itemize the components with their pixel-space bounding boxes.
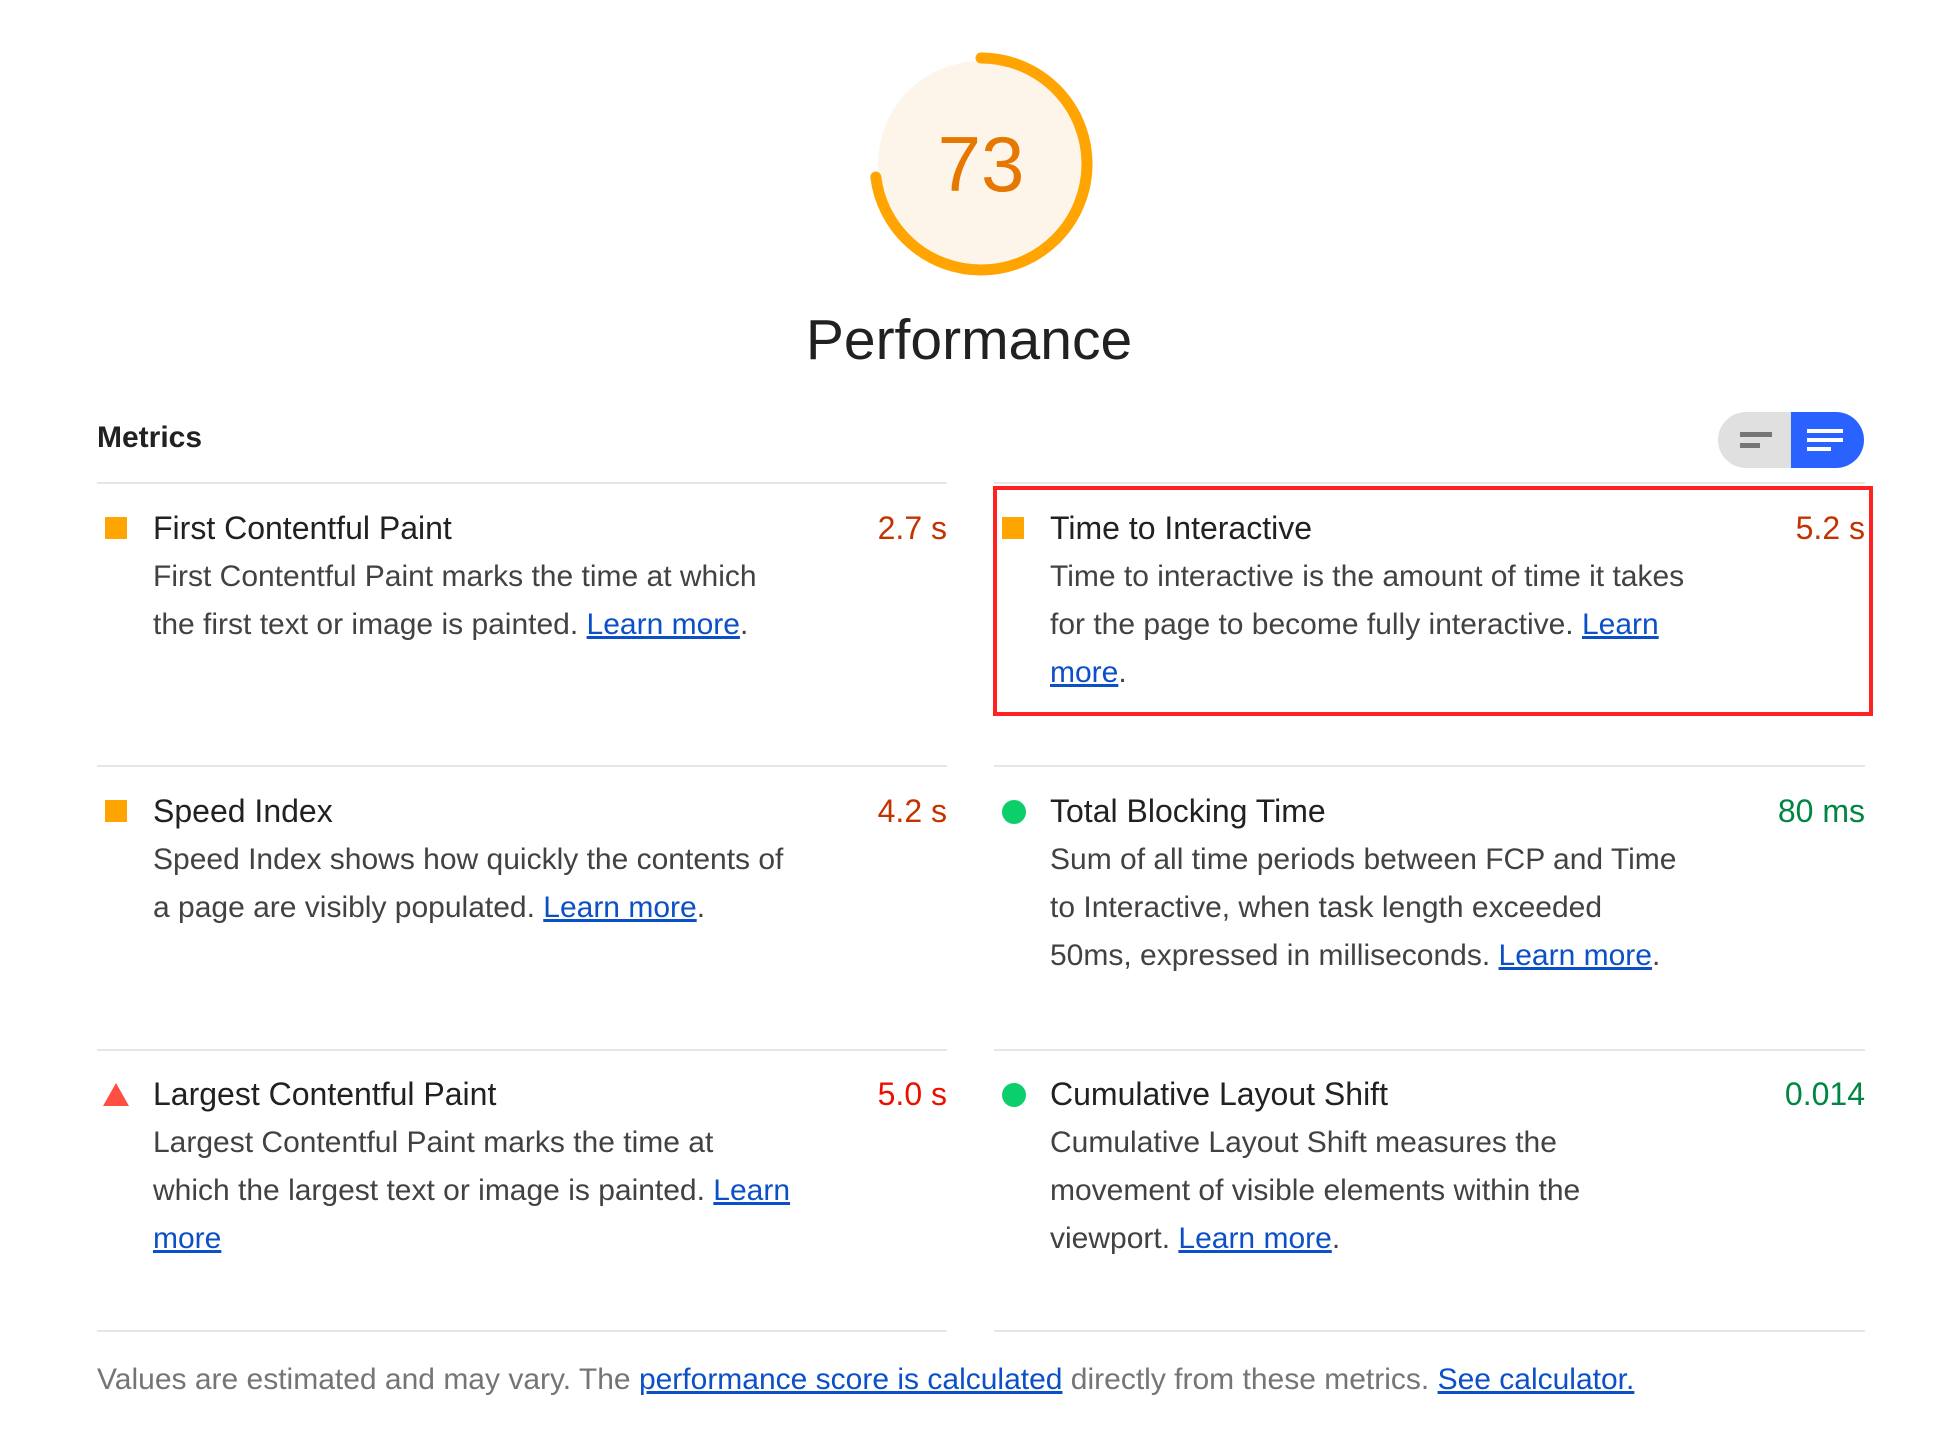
divider (994, 1330, 1865, 1332)
metric-description: First Contentful Paint marks the time at… (153, 560, 757, 641)
view-toggle[interactable] (1718, 412, 1864, 468)
orange-square-icon (105, 800, 127, 822)
learn-more-link[interactable]: Learn more (153, 1174, 791, 1255)
category-title: Performance (805, 308, 1133, 372)
score-arc (869, 52, 1093, 276)
metric-title: First Contentful Paint (153, 510, 452, 546)
divider (994, 482, 1865, 484)
lines-icon (1807, 447, 1831, 451)
highlight-box (993, 486, 1873, 716)
metric-value: 80 ms (1777, 793, 1865, 829)
metric-title: Time to Interactive (1050, 510, 1313, 546)
divider (994, 1049, 1865, 1051)
metric-title: Largest Contentful Paint (153, 1076, 497, 1112)
lines-icon (1807, 438, 1843, 442)
metric-description: Sum of all time periods between FCP and … (1050, 843, 1677, 972)
see-calculator-link[interactable]: See calculator. (1437, 1363, 1635, 1396)
learn-more-link[interactable]: Learn more (1498, 939, 1652, 972)
divider (994, 765, 1865, 767)
divider (97, 1049, 947, 1051)
learn-more-link[interactable]: Learn more (543, 891, 697, 924)
metric-title: Total Blocking Time (1050, 793, 1326, 829)
metric-description: Speed Index shows how quickly the conten… (153, 843, 784, 924)
metric-value: 4.2 s (877, 793, 947, 829)
green-circle-icon (1002, 800, 1026, 824)
score-value: 73 (937, 120, 1025, 208)
metric-description: Cumulative Layout Shift measures the mov… (1050, 1126, 1581, 1255)
metric-value: 5.0 s (877, 1076, 947, 1112)
lines-icon (1807, 429, 1843, 433)
learn-more-link[interactable]: Learn more (1050, 608, 1659, 689)
lines-icon (1740, 432, 1772, 437)
metric-value: 2.7 s (877, 510, 947, 546)
red-triangle-icon (103, 1083, 129, 1106)
metric-description: Largest Contentful Paint marks the time … (153, 1126, 791, 1255)
divider (97, 765, 947, 767)
metric-value: 0.014 (1784, 1076, 1865, 1112)
orange-square-icon (1002, 517, 1024, 539)
metric-title: Speed Index (153, 793, 333, 829)
score-calculated-link[interactable]: performance score is calculated (638, 1363, 1063, 1396)
score-gauge (866, 49, 1096, 279)
orange-square-icon (105, 517, 127, 539)
expanded-view-button[interactable] (1791, 412, 1864, 468)
footer-note: Values are estimated and may vary. The p… (97, 1363, 1635, 1396)
learn-more-link[interactable]: Learn more (1178, 1222, 1332, 1255)
compact-view-button[interactable] (1718, 412, 1791, 468)
metric-title: Cumulative Layout Shift (1050, 1076, 1388, 1112)
learn-more-link[interactable]: Learn more (586, 608, 740, 641)
divider (97, 482, 947, 484)
divider (97, 1330, 947, 1332)
lines-icon (1740, 443, 1760, 448)
metrics-header: Metrics (97, 421, 203, 454)
metric-description: Time to interactive is the amount of tim… (1050, 560, 1685, 689)
green-circle-icon (1002, 1083, 1026, 1107)
metric-value: 5.2 s (1795, 510, 1865, 546)
